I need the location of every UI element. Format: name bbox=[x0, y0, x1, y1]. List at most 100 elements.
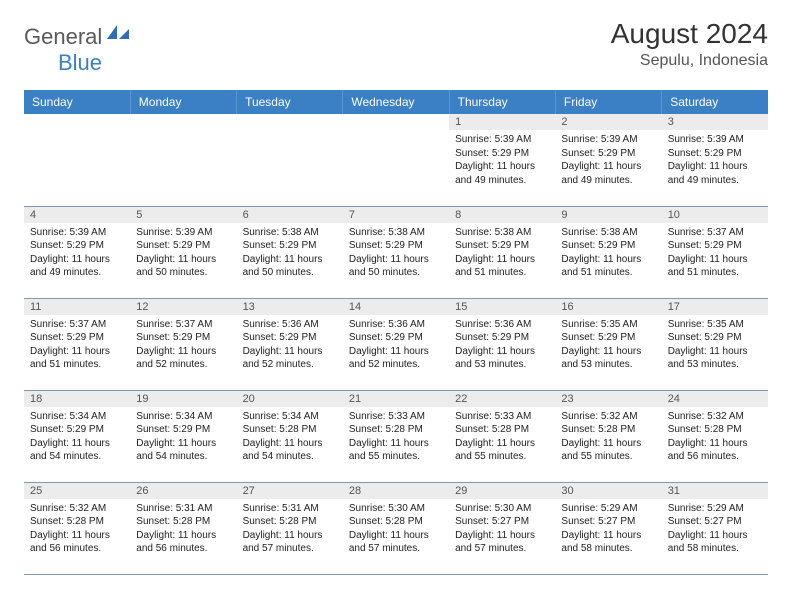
day-details: Sunrise: 5:29 AMSunset: 5:27 PMDaylight:… bbox=[555, 499, 661, 559]
day-number bbox=[130, 114, 236, 118]
brand-part1: General bbox=[24, 24, 102, 50]
sunrise-text: Sunrise: 5:33 AM bbox=[455, 410, 549, 424]
day-details: Sunrise: 5:30 AMSunset: 5:28 PMDaylight:… bbox=[343, 499, 449, 559]
sunset-text: Sunset: 5:29 PM bbox=[455, 331, 549, 345]
sunrise-text: Sunrise: 5:38 AM bbox=[455, 226, 549, 240]
calendar-day-cell: 10Sunrise: 5:37 AMSunset: 5:29 PMDayligh… bbox=[662, 206, 768, 298]
day-details: Sunrise: 5:36 AMSunset: 5:29 PMDaylight:… bbox=[343, 315, 449, 375]
sunset-text: Sunset: 5:28 PM bbox=[30, 515, 124, 529]
sunset-text: Sunset: 5:28 PM bbox=[243, 423, 337, 437]
sunset-text: Sunset: 5:29 PM bbox=[30, 331, 124, 345]
calendar-day-cell: 25Sunrise: 5:32 AMSunset: 5:28 PMDayligh… bbox=[24, 482, 130, 574]
sunset-text: Sunset: 5:29 PM bbox=[561, 239, 655, 253]
day-details: Sunrise: 5:37 AMSunset: 5:29 PMDaylight:… bbox=[130, 315, 236, 375]
day-number: 13 bbox=[237, 299, 343, 315]
day-number: 20 bbox=[237, 391, 343, 407]
calendar-day-cell: 30Sunrise: 5:29 AMSunset: 5:27 PMDayligh… bbox=[555, 482, 661, 574]
calendar-day-cell: 18Sunrise: 5:34 AMSunset: 5:29 PMDayligh… bbox=[24, 390, 130, 482]
sunrise-text: Sunrise: 5:36 AM bbox=[349, 318, 443, 332]
calendar-day-cell bbox=[237, 114, 343, 206]
sunset-text: Sunset: 5:29 PM bbox=[561, 331, 655, 345]
calendar-week-row: 25Sunrise: 5:32 AMSunset: 5:28 PMDayligh… bbox=[24, 482, 768, 574]
day-details: Sunrise: 5:38 AMSunset: 5:29 PMDaylight:… bbox=[343, 223, 449, 283]
day-details: Sunrise: 5:34 AMSunset: 5:29 PMDaylight:… bbox=[130, 407, 236, 467]
day-number: 21 bbox=[343, 391, 449, 407]
sunrise-text: Sunrise: 5:39 AM bbox=[561, 133, 655, 147]
sunrise-text: Sunrise: 5:39 AM bbox=[136, 226, 230, 240]
weekday-col: Saturday bbox=[662, 90, 768, 114]
calendar-day-cell: 7Sunrise: 5:38 AMSunset: 5:29 PMDaylight… bbox=[343, 206, 449, 298]
calendar-day-cell: 16Sunrise: 5:35 AMSunset: 5:29 PMDayligh… bbox=[555, 298, 661, 390]
day-number: 22 bbox=[449, 391, 555, 407]
calendar-week-row: 11Sunrise: 5:37 AMSunset: 5:29 PMDayligh… bbox=[24, 298, 768, 390]
daylight-text: Daylight: 11 hours and 50 minutes. bbox=[243, 253, 337, 280]
calendar-day-cell: 2Sunrise: 5:39 AMSunset: 5:29 PMDaylight… bbox=[555, 114, 661, 206]
day-number: 28 bbox=[343, 483, 449, 499]
sunset-text: Sunset: 5:28 PM bbox=[349, 423, 443, 437]
calendar-day-cell: 20Sunrise: 5:34 AMSunset: 5:28 PMDayligh… bbox=[237, 390, 343, 482]
day-number: 8 bbox=[449, 207, 555, 223]
sunset-text: Sunset: 5:29 PM bbox=[668, 331, 762, 345]
sunrise-text: Sunrise: 5:37 AM bbox=[668, 226, 762, 240]
day-details: Sunrise: 5:32 AMSunset: 5:28 PMDaylight:… bbox=[24, 499, 130, 559]
calendar-day-cell: 23Sunrise: 5:32 AMSunset: 5:28 PMDayligh… bbox=[555, 390, 661, 482]
sunset-text: Sunset: 5:29 PM bbox=[668, 239, 762, 253]
sunset-text: Sunset: 5:27 PM bbox=[455, 515, 549, 529]
calendar-body: 1Sunrise: 5:39 AMSunset: 5:29 PMDaylight… bbox=[24, 114, 768, 574]
calendar-day-cell: 14Sunrise: 5:36 AMSunset: 5:29 PMDayligh… bbox=[343, 298, 449, 390]
day-number: 31 bbox=[662, 483, 768, 499]
day-details: Sunrise: 5:30 AMSunset: 5:27 PMDaylight:… bbox=[449, 499, 555, 559]
day-details: Sunrise: 5:32 AMSunset: 5:28 PMDaylight:… bbox=[662, 407, 768, 467]
calendar-week-row: 18Sunrise: 5:34 AMSunset: 5:29 PMDayligh… bbox=[24, 390, 768, 482]
calendar-day-cell: 9Sunrise: 5:38 AMSunset: 5:29 PMDaylight… bbox=[555, 206, 661, 298]
day-details: Sunrise: 5:39 AMSunset: 5:29 PMDaylight:… bbox=[449, 130, 555, 190]
day-details: Sunrise: 5:39 AMSunset: 5:29 PMDaylight:… bbox=[662, 130, 768, 190]
day-number: 23 bbox=[555, 391, 661, 407]
day-details: Sunrise: 5:38 AMSunset: 5:29 PMDaylight:… bbox=[555, 223, 661, 283]
daylight-text: Daylight: 11 hours and 49 minutes. bbox=[455, 160, 549, 187]
calendar-page: General August 2024 Sepulu, Indonesia Bl… bbox=[0, 0, 792, 593]
sunset-text: Sunset: 5:28 PM bbox=[668, 423, 762, 437]
sunrise-text: Sunrise: 5:34 AM bbox=[136, 410, 230, 424]
sunrise-text: Sunrise: 5:38 AM bbox=[243, 226, 337, 240]
sunset-text: Sunset: 5:29 PM bbox=[561, 147, 655, 161]
daylight-text: Daylight: 11 hours and 49 minutes. bbox=[561, 160, 655, 187]
calendar-day-cell: 4Sunrise: 5:39 AMSunset: 5:29 PMDaylight… bbox=[24, 206, 130, 298]
daylight-text: Daylight: 11 hours and 57 minutes. bbox=[349, 529, 443, 556]
day-number: 12 bbox=[130, 299, 236, 315]
calendar-day-cell: 19Sunrise: 5:34 AMSunset: 5:29 PMDayligh… bbox=[130, 390, 236, 482]
day-details: Sunrise: 5:31 AMSunset: 5:28 PMDaylight:… bbox=[130, 499, 236, 559]
daylight-text: Daylight: 11 hours and 58 minutes. bbox=[668, 529, 762, 556]
brand-sail-icon bbox=[106, 21, 130, 46]
day-number: 25 bbox=[24, 483, 130, 499]
calendar-day-cell: 15Sunrise: 5:36 AMSunset: 5:29 PMDayligh… bbox=[449, 298, 555, 390]
calendar-week-row: 4Sunrise: 5:39 AMSunset: 5:29 PMDaylight… bbox=[24, 206, 768, 298]
sunrise-text: Sunrise: 5:36 AM bbox=[455, 318, 549, 332]
day-number: 11 bbox=[24, 299, 130, 315]
weekday-col: Tuesday bbox=[237, 90, 343, 114]
day-details: Sunrise: 5:39 AMSunset: 5:29 PMDaylight:… bbox=[130, 223, 236, 283]
sunrise-text: Sunrise: 5:30 AM bbox=[349, 502, 443, 516]
calendar-day-cell: 3Sunrise: 5:39 AMSunset: 5:29 PMDaylight… bbox=[662, 114, 768, 206]
daylight-text: Daylight: 11 hours and 58 minutes. bbox=[561, 529, 655, 556]
calendar-table: Sunday Monday Tuesday Wednesday Thursday… bbox=[24, 90, 768, 575]
calendar-day-cell: 28Sunrise: 5:30 AMSunset: 5:28 PMDayligh… bbox=[343, 482, 449, 574]
calendar-week-row: 1Sunrise: 5:39 AMSunset: 5:29 PMDaylight… bbox=[24, 114, 768, 206]
sunset-text: Sunset: 5:28 PM bbox=[455, 423, 549, 437]
daylight-text: Daylight: 11 hours and 54 minutes. bbox=[30, 437, 124, 464]
daylight-text: Daylight: 11 hours and 57 minutes. bbox=[243, 529, 337, 556]
sunset-text: Sunset: 5:29 PM bbox=[30, 239, 124, 253]
day-number: 10 bbox=[662, 207, 768, 223]
daylight-text: Daylight: 11 hours and 52 minutes. bbox=[349, 345, 443, 372]
sunrise-text: Sunrise: 5:35 AM bbox=[668, 318, 762, 332]
daylight-text: Daylight: 11 hours and 55 minutes. bbox=[561, 437, 655, 464]
sunset-text: Sunset: 5:28 PM bbox=[136, 515, 230, 529]
calendar-day-cell: 26Sunrise: 5:31 AMSunset: 5:28 PMDayligh… bbox=[130, 482, 236, 574]
sunset-text: Sunset: 5:29 PM bbox=[30, 423, 124, 437]
daylight-text: Daylight: 11 hours and 54 minutes. bbox=[243, 437, 337, 464]
sunrise-text: Sunrise: 5:38 AM bbox=[349, 226, 443, 240]
daylight-text: Daylight: 11 hours and 53 minutes. bbox=[455, 345, 549, 372]
day-number: 30 bbox=[555, 483, 661, 499]
daylight-text: Daylight: 11 hours and 56 minutes. bbox=[668, 437, 762, 464]
sunset-text: Sunset: 5:27 PM bbox=[668, 515, 762, 529]
